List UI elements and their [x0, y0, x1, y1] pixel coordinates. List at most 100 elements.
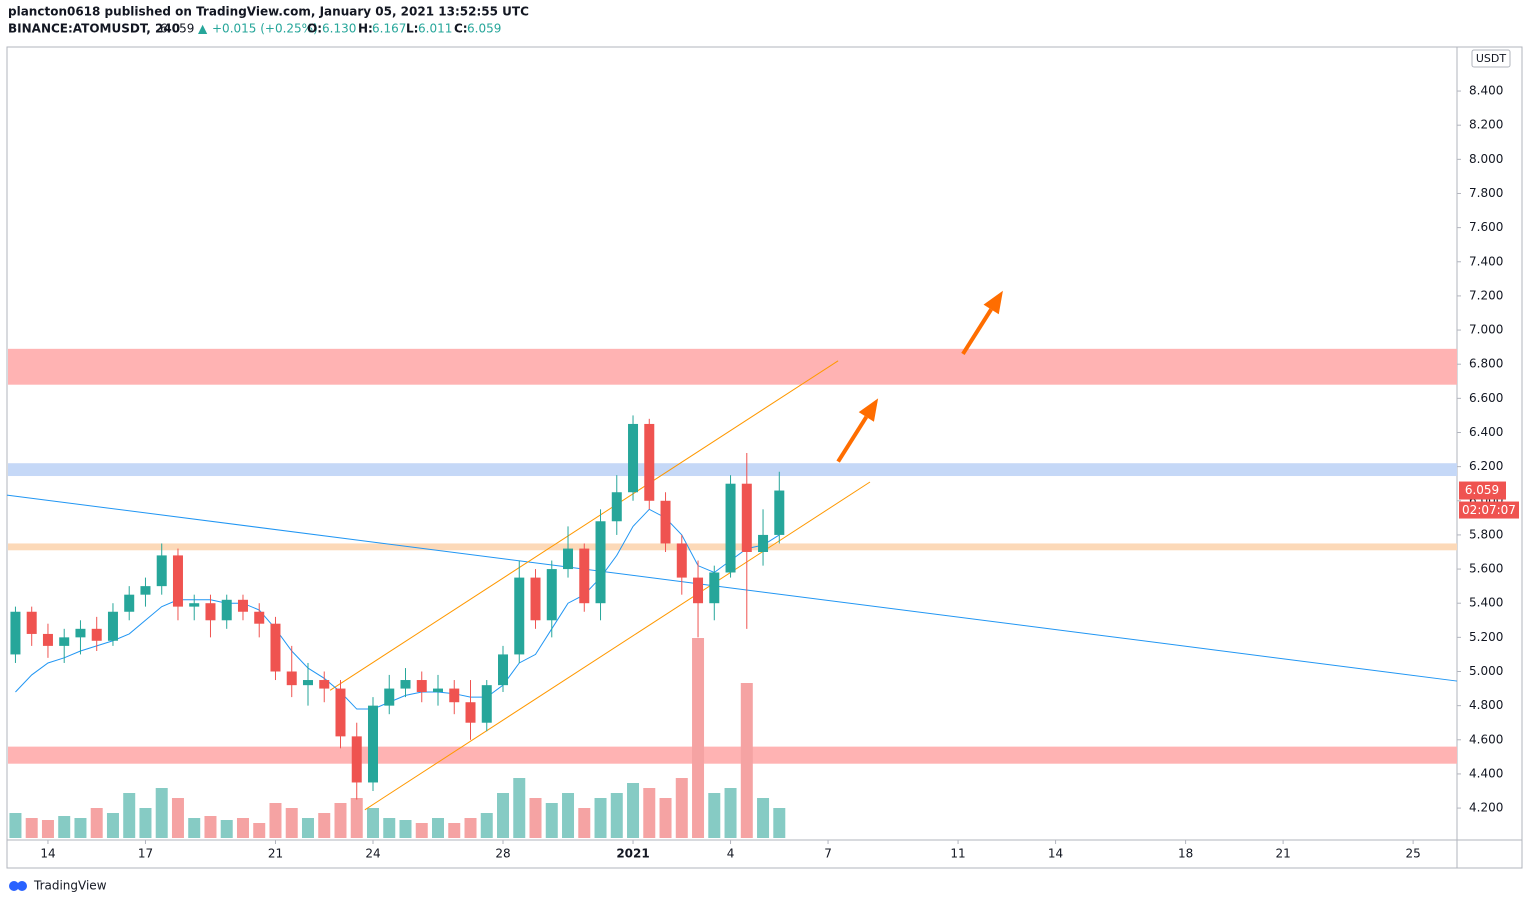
- x-tick-label: 2021: [616, 847, 649, 861]
- x-tick-label: 21: [268, 847, 283, 861]
- legend-row: BINANCE:ATOMUSDT, 240 6.059 ▲ +0.015 (+0…: [8, 22, 501, 36]
- volume-bar: [432, 818, 445, 838]
- candle-body: [189, 603, 200, 607]
- candle-body: [579, 548, 590, 604]
- volume-bar: [301, 818, 314, 838]
- candle-body: [384, 688, 395, 706]
- candle: [416, 671, 427, 703]
- candle-body: [774, 490, 785, 535]
- candle: [124, 586, 135, 621]
- volume-bar: [204, 816, 217, 838]
- candle: [774, 471, 785, 544]
- candle: [563, 526, 574, 578]
- volume-bar: [757, 798, 770, 838]
- volume-bar: [578, 808, 591, 838]
- candle-body: [433, 688, 444, 692]
- candle-body: [449, 688, 460, 703]
- x-tick-label: 17: [138, 847, 153, 861]
- chart-frame: [6, 46, 1523, 869]
- volume-bar: [545, 803, 558, 838]
- candle: [514, 560, 525, 663]
- x-tick-label: 14: [1048, 847, 1063, 861]
- candle-body: [660, 500, 671, 544]
- candle: [384, 674, 395, 715]
- x-tick-label: 14: [40, 847, 55, 861]
- candle-body: [709, 572, 720, 604]
- candle-body: [530, 577, 541, 621]
- volume-bar: [610, 793, 623, 838]
- last-price: 6.059: [160, 22, 194, 36]
- high-label: H:: [358, 22, 373, 36]
- volume-bar: [25, 818, 38, 838]
- x-tick-label: 4: [727, 847, 735, 861]
- candle: [319, 671, 330, 703]
- candle: [449, 680, 460, 715]
- volume-bar: [562, 793, 575, 838]
- candle: [433, 674, 444, 706]
- candle: [10, 606, 21, 663]
- volume-bar: [675, 778, 688, 838]
- candle: [676, 534, 687, 595]
- y-tick-label: 6.200: [1469, 459, 1503, 473]
- candle: [270, 616, 281, 681]
- candle-body: [237, 599, 248, 612]
- candle-body: [270, 623, 281, 672]
- candle-body: [725, 483, 736, 573]
- zone: [8, 463, 1457, 477]
- candle-body: [741, 483, 752, 552]
- volume-bar: [236, 818, 249, 838]
- candle-body: [595, 521, 606, 604]
- volume-bar: [692, 638, 705, 838]
- y-tick-label: 7.400: [1469, 254, 1503, 268]
- low-value: 6.011: [418, 22, 452, 36]
- y-tick-label: 6.400: [1469, 425, 1503, 439]
- zone: [8, 348, 1457, 385]
- x-tick-label: 25: [1405, 847, 1420, 861]
- candle: [644, 418, 655, 510]
- candle-body: [498, 654, 509, 686]
- currency: USDT: [1476, 52, 1507, 65]
- y-tick-label: 7.600: [1469, 220, 1503, 234]
- arrow-shaft: [961, 308, 993, 356]
- volume-bar: [90, 808, 103, 838]
- price-tag: [1459, 481, 1506, 500]
- change: +0.015 (+0.25%): [212, 22, 318, 36]
- y-tick-label: 7.200: [1469, 288, 1503, 302]
- candle: [302, 662, 313, 706]
- candle-body: [644, 423, 655, 501]
- candle: [254, 603, 265, 638]
- volume-bar: [106, 813, 119, 838]
- volume-bar: [480, 813, 493, 838]
- y-tick-label: 4.400: [1469, 766, 1503, 780]
- candle: [75, 620, 86, 655]
- y-tick-label: 5.000: [1469, 664, 1503, 678]
- candle: [156, 543, 167, 595]
- candle: [530, 569, 541, 629]
- volume-bar: [253, 823, 266, 838]
- volume-bar: [366, 808, 379, 838]
- candle: [579, 543, 590, 612]
- low-label: L:: [406, 22, 418, 36]
- candle: [693, 560, 704, 638]
- y-tick-label: 5.200: [1469, 630, 1503, 644]
- candle: [628, 415, 639, 501]
- candle-body: [156, 555, 167, 587]
- candle-body: [676, 543, 687, 578]
- volume-bar: [513, 778, 526, 838]
- open-value: 6.130: [322, 22, 356, 36]
- candle: [237, 594, 248, 621]
- candle: [709, 565, 720, 621]
- volume-bar: [399, 820, 412, 838]
- x-tick-label: 28: [495, 847, 510, 861]
- candle-body: [611, 492, 622, 522]
- brand-name: TradingView: [33, 879, 107, 893]
- publisher: plancton0618 published on TradingView.co…: [8, 5, 529, 19]
- candle: [26, 606, 37, 646]
- volume-bar: [155, 788, 168, 838]
- volume-bar: [188, 818, 201, 838]
- candle: [221, 594, 232, 629]
- arrow-shaft: [836, 415, 869, 463]
- volume-bar: [740, 683, 753, 838]
- trend-line: [364, 481, 871, 811]
